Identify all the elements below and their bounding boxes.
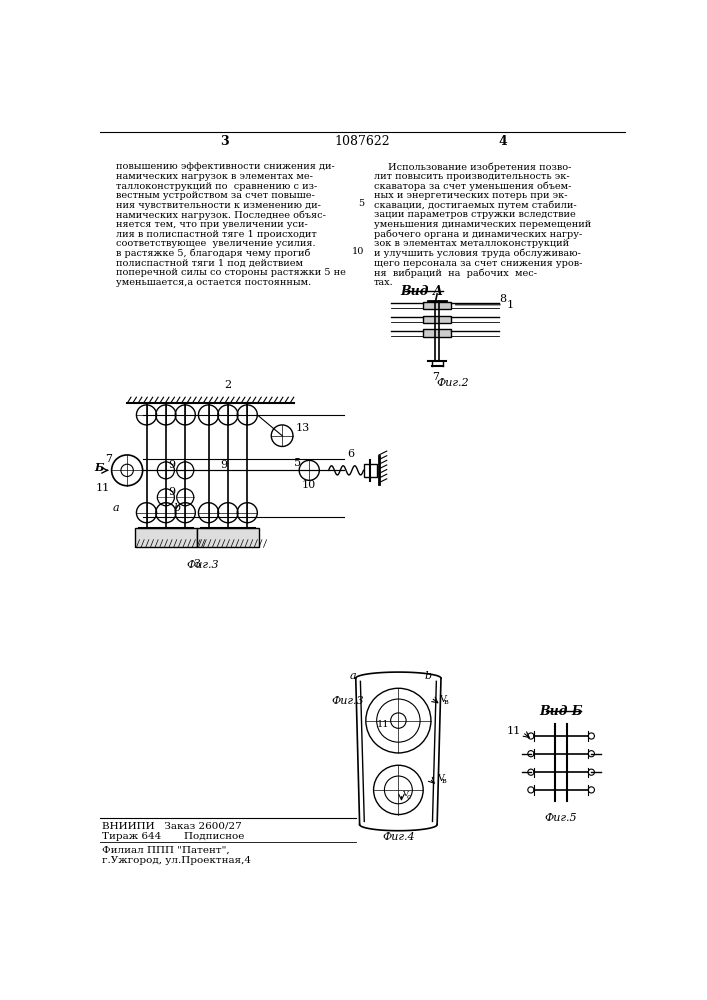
- Text: Б: Б: [95, 462, 104, 473]
- Text: 3: 3: [220, 135, 228, 148]
- Text: лия в полиспастной тяге 1 происходит: лия в полиспастной тяге 1 происходит: [115, 230, 316, 239]
- Text: ния чувствительности к изменению ди-: ния чувствительности к изменению ди-: [115, 201, 320, 210]
- Text: 6: 6: [346, 449, 354, 459]
- Text: ВНИИПИ   Заказ 2600/27: ВНИИПИ Заказ 2600/27: [103, 821, 242, 830]
- Text: 11: 11: [507, 726, 521, 736]
- Text: таллоконструкций по  сравнению с из-: таллоконструкций по сравнению с из-: [115, 182, 317, 191]
- Text: b: b: [174, 503, 181, 513]
- Text: тах.: тах.: [373, 278, 393, 287]
- Text: а: а: [350, 671, 357, 681]
- Text: ных и энергетических потерь при эк-: ных и энергетических потерь при эк-: [373, 191, 567, 200]
- Text: г.Ужгород, ул.Проектная,4: г.Ужгород, ул.Проектная,4: [103, 856, 251, 865]
- Text: Филиал ППП "Патент",: Филиал ППП "Патент",: [103, 845, 230, 854]
- Text: поперечной силы со стороны растяжки 5 не: поперечной силы со стороны растяжки 5 не: [115, 268, 346, 277]
- Text: Фиг.3: Фиг.3: [331, 696, 363, 706]
- Text: скаватора за счет уменьшения объем-: скаватора за счет уменьшения объем-: [373, 182, 571, 191]
- Text: и улучшить условия труда обслуживаю-: и улучшить условия труда обслуживаю-: [373, 249, 580, 258]
- Text: 11: 11: [96, 483, 110, 493]
- Text: 7: 7: [105, 454, 112, 464]
- Text: повышению эффективности снижения ди-: повышению эффективности снижения ди-: [115, 162, 334, 171]
- Text: 4: 4: [498, 135, 508, 148]
- Bar: [135, 528, 197, 547]
- Text: Фиг.3: Фиг.3: [187, 560, 219, 570]
- Text: 9: 9: [221, 460, 228, 470]
- Text: Фиг.5: Фиг.5: [545, 813, 578, 823]
- Text: рабочего органа и динамических нагру-: рабочего органа и динамических нагру-: [373, 230, 582, 239]
- Text: 3: 3: [193, 559, 201, 569]
- Text: вестным устройством за счет повыше-: вестным устройством за счет повыше-: [115, 191, 314, 200]
- Text: Фиг.2: Фиг.2: [436, 378, 469, 388]
- Text: скавации, достигаемых путем стабили-: скавации, достигаемых путем стабили-: [373, 201, 576, 210]
- Text: 13: 13: [296, 423, 310, 433]
- Text: в: в: [442, 777, 447, 785]
- Text: b: b: [424, 671, 431, 681]
- Text: V: V: [437, 774, 444, 783]
- Text: ня  вибраций  на  рабочих  мес-: ня вибраций на рабочих мес-: [373, 268, 537, 278]
- Text: зок в элементах металлоконструкций: зок в элементах металлоконструкций: [373, 239, 568, 248]
- Bar: [423, 316, 451, 323]
- Text: Тираж 644       Подписное: Тираж 644 Подписное: [103, 832, 245, 841]
- Text: с: с: [407, 793, 411, 801]
- Text: 7: 7: [432, 372, 439, 382]
- Text: Вид А: Вид А: [400, 285, 443, 298]
- Text: 9: 9: [168, 460, 175, 470]
- Bar: [423, 329, 451, 337]
- Text: в: в: [443, 698, 448, 706]
- Text: 5: 5: [293, 458, 301, 468]
- Text: зации параметров стружки вследствие: зации параметров стружки вследствие: [373, 210, 575, 219]
- Text: 10: 10: [352, 247, 364, 256]
- Text: в растяжке 5, благодаря чему прогиб: в растяжке 5, благодаря чему прогиб: [115, 249, 310, 258]
- Text: няется тем, что при увеличении уси-: няется тем, что при увеличении уси-: [115, 220, 308, 229]
- Text: 10: 10: [302, 480, 316, 490]
- Text: 2: 2: [224, 379, 231, 389]
- Text: 1: 1: [507, 300, 514, 310]
- Text: 11: 11: [377, 720, 389, 729]
- Text: намических нагрузок в элементах ме-: намических нагрузок в элементах ме-: [115, 172, 312, 181]
- Text: щего персонала за счет снижения уров-: щего персонала за счет снижения уров-: [373, 259, 582, 268]
- Text: уменьшения динамических перемещений: уменьшения динамических перемещений: [373, 220, 591, 229]
- Text: Использование изобретения позво-: Использование изобретения позво-: [387, 162, 571, 172]
- Text: уменьшается,а остается постоянным.: уменьшается,а остается постоянным.: [115, 278, 311, 287]
- Text: Фиг.4: Фиг.4: [382, 832, 415, 842]
- Bar: [363, 464, 378, 477]
- Text: полиспастной тяги 1 под действием: полиспастной тяги 1 под действием: [115, 259, 303, 268]
- Text: V: V: [438, 695, 445, 704]
- Text: намических нагрузок. Последнее объяс-: намических нагрузок. Последнее объяс-: [115, 210, 325, 220]
- Text: соответствующее  увеличение усилия.: соответствующее увеличение усилия.: [115, 239, 315, 248]
- Text: 5: 5: [358, 199, 364, 208]
- Text: 8: 8: [499, 294, 506, 304]
- Text: V: V: [402, 790, 408, 798]
- Text: лит повысить производительность эк-: лит повысить производительность эк-: [373, 172, 569, 181]
- Text: а: а: [112, 503, 119, 513]
- Text: 9: 9: [168, 487, 175, 497]
- Bar: [197, 528, 259, 547]
- Bar: [423, 302, 451, 309]
- Text: Вид Б: Вид Б: [539, 705, 583, 718]
- Text: 1087622: 1087622: [334, 135, 390, 148]
